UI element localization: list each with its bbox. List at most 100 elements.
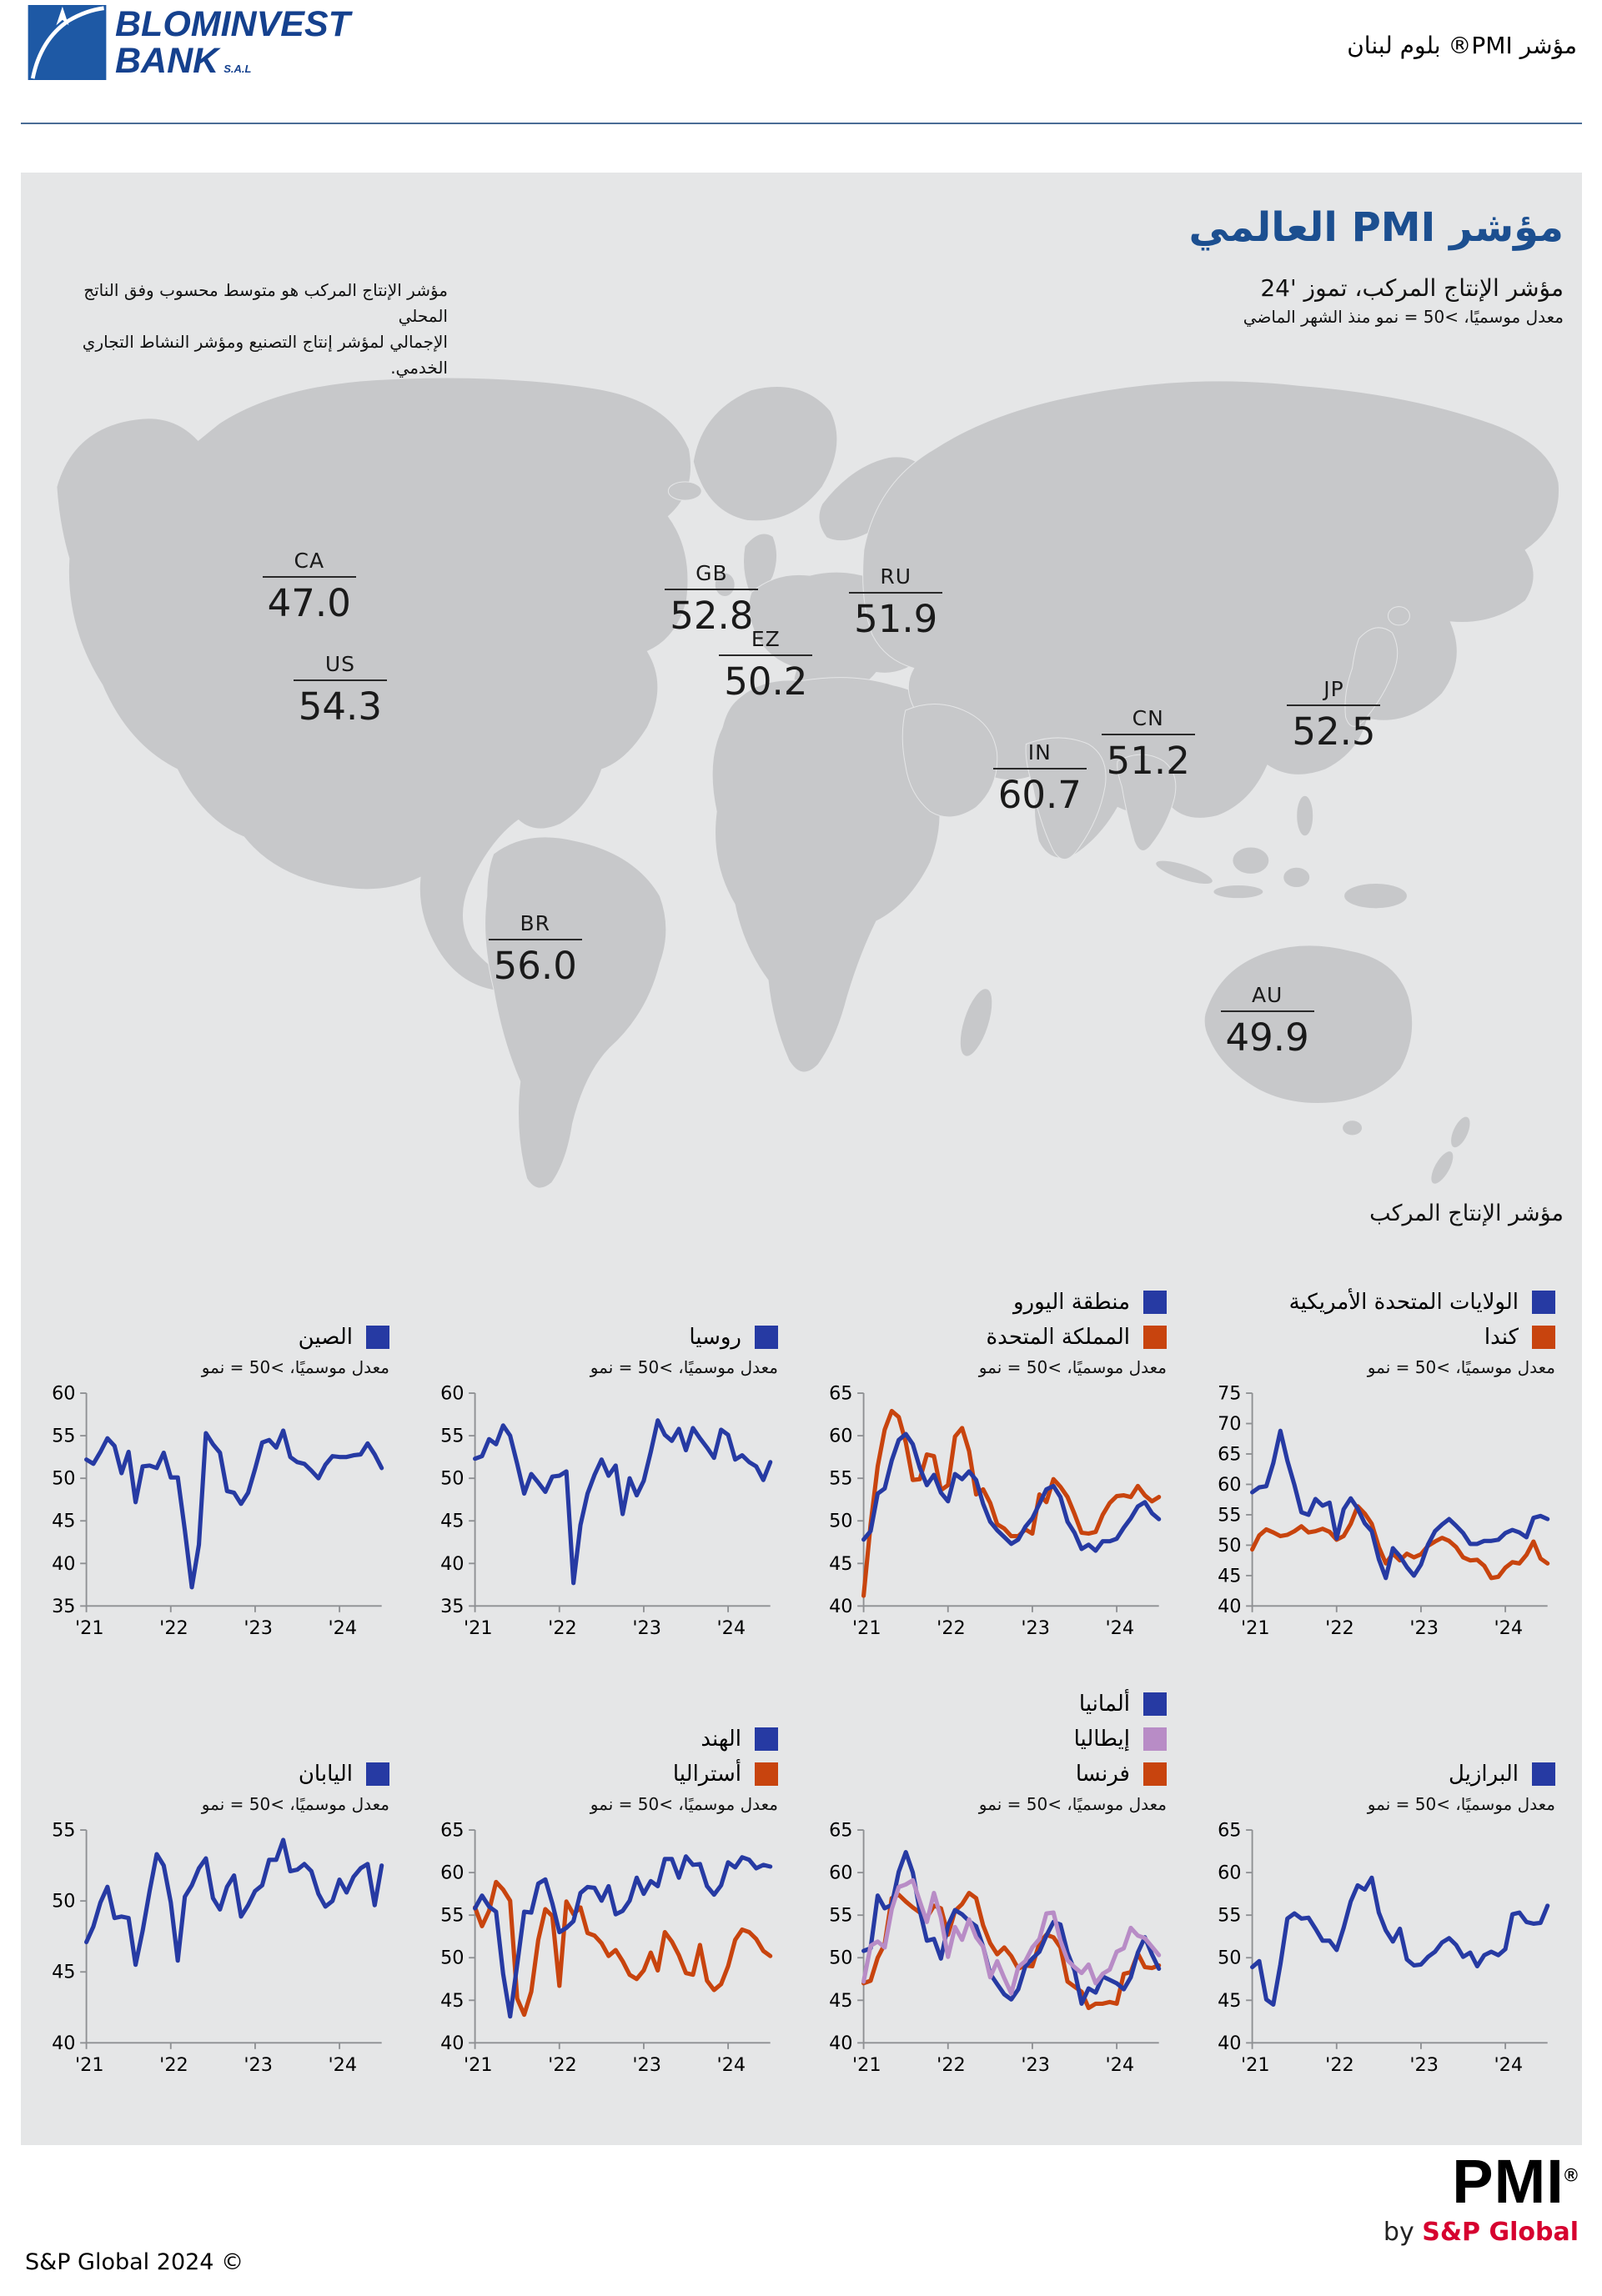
legend-label: كندا [1484, 1325, 1519, 1350]
svg-text:55: 55 [440, 1904, 464, 1926]
svg-text:'22: '22 [159, 2053, 188, 2075]
chart-germany-france-italy: ألمانيا إيطاليا فرنسا معدل موسميًا، >50 = ن… [825, 1679, 1167, 2075]
legend-label: ألمانيا [1078, 1691, 1130, 1717]
chart-india-australia: الهند أستراليا معدل موسميًا، >50 = نمو 40 45… [436, 1679, 778, 2075]
legend-swatch-icon [1532, 1762, 1555, 1786]
svg-text:55: 55 [440, 1426, 464, 1447]
legend-label: أستراليا [672, 1761, 741, 1787]
legend-swatch-icon [1143, 1291, 1167, 1314]
logo-line2: BANK [115, 40, 219, 81]
island-greenland [692, 385, 838, 522]
country-code: RU [849, 564, 943, 594]
svg-text:50: 50 [829, 1947, 852, 1968]
svg-text:40: 40 [52, 1553, 75, 1575]
island-borneo [1232, 846, 1270, 875]
svg-text:'23: '23 [1409, 1617, 1439, 1639]
svg-text:60: 60 [1218, 1862, 1241, 1883]
svg-text:40: 40 [1218, 1596, 1241, 1617]
map-label-br: BR 56.0 [488, 911, 582, 988]
country-code: EZ [719, 627, 813, 657]
region-southeast-asia [1117, 754, 1177, 851]
svg-text:'21: '21 [1241, 1617, 1270, 1639]
svg-text:'24: '24 [1106, 2053, 1135, 2075]
series-line [84, 1837, 384, 1967]
blominvest-logo: BLOMINVEST BANK S.A.L [28, 5, 350, 80]
svg-text:'23: '23 [1021, 2053, 1050, 2075]
legend-item: إيطاليا [996, 1727, 1167, 1752]
island-hokkaido [1387, 606, 1410, 626]
svg-text:'22: '22 [1325, 1617, 1354, 1639]
blominvest-logo-icon [28, 5, 107, 80]
pmi-value: 47.0 [267, 581, 351, 626]
series-line [861, 1431, 1162, 1553]
legend-swatch-icon [755, 1762, 778, 1786]
svg-text:60: 60 [1218, 1474, 1241, 1496]
legend-label: البرازيل [1448, 1761, 1519, 1787]
legend-item: كندا [1484, 1325, 1555, 1350]
legend-item: ألمانيا [996, 1692, 1167, 1717]
series-line [1250, 1504, 1550, 1581]
legend-russia: روسيا معدل موسميًا، >50 = نمو [436, 1242, 778, 1382]
map-label-ru: RU 51.9 [849, 564, 943, 641]
island-japan [1344, 627, 1399, 727]
page-title: مؤشر PMI العالمي [1188, 204, 1564, 251]
line-plot-japan: 40 45 50 55 '21 '22 '23 '24 [52, 1819, 384, 2075]
legend-note: معدل موسميًا، >50 = نمو [201, 1793, 389, 1814]
svg-text:50: 50 [52, 1890, 75, 1912]
svg-text:55: 55 [52, 1819, 75, 1841]
svg-text:'22: '22 [548, 2053, 577, 2075]
legend-item: الهند [701, 1727, 778, 1752]
pmi-value: 56.0 [493, 943, 577, 988]
pmi-value: 49.9 [1225, 1015, 1309, 1060]
svg-text:65: 65 [1218, 1443, 1241, 1465]
svg-text:40: 40 [829, 1596, 852, 1617]
svg-text:'23: '23 [244, 2053, 273, 2075]
legend-item: الولايات المتحدة الأمريكية [1289, 1290, 1555, 1315]
svg-text:55: 55 [52, 1426, 75, 1447]
svg-text:35: 35 [440, 1596, 464, 1617]
svg-text:'22: '22 [1325, 2053, 1354, 2075]
charts-grid: الولايات المتحدة الأمريكية كندا معدل موسمي… [48, 1242, 1555, 2075]
legend-swatch-icon [1143, 1727, 1167, 1751]
logo-suffix: S.A.L [223, 62, 252, 75]
continent-north-america [56, 377, 691, 991]
country-code: JP [1287, 677, 1381, 707]
chart-us-canada: الولايات المتحدة الأمريكية كندا معدل موسمي… [1213, 1242, 1555, 1639]
methodology-line1: مؤشر الإنتاج المركب هو متوسط محسوب وفق ا… [83, 280, 448, 326]
series-line [861, 1849, 1162, 2006]
line-plot-russia: 35 40 45 50 55 60 '21 '22 '23 '24 [440, 1383, 773, 1639]
legend-swatch-icon [755, 1326, 778, 1349]
legend-swatch-icon [1143, 1326, 1167, 1349]
legend-swatch-icon [366, 1762, 389, 1786]
svg-text:'24: '24 [329, 2053, 358, 2075]
svg-text:'22: '22 [937, 1617, 966, 1639]
legend-list: البرازيل [1213, 1762, 1555, 1787]
country-code: CN [1101, 706, 1195, 736]
series-line [861, 1408, 1162, 1598]
svg-text:'23: '23 [632, 2053, 661, 2075]
svg-text:60: 60 [440, 1383, 464, 1405]
series-line [84, 1428, 384, 1590]
legend-india-australia: الهند أستراليا معدل موسميًا، >50 = نمو [436, 1679, 778, 1819]
svg-text:45: 45 [829, 1553, 852, 1575]
legend-eurozone-uk: منطقة اليورو المملكة المتحدة معدل موسميًا،… [825, 1242, 1167, 1382]
line-plot-us-canada: 40 45 50 55 60 65 70 75 '21 '22 '23 '24 [1218, 1383, 1550, 1639]
map-label-in: IN 60.7 [992, 740, 1087, 817]
country-code: GB [665, 561, 759, 590]
copyright: S&P Global 2024 © [25, 2249, 244, 2275]
chart-eurozone-uk: منطقة اليورو المملكة المتحدة معدل موسميًا،… [825, 1242, 1167, 1639]
legend-list: الولايات المتحدة الأمريكية كندا [1213, 1290, 1555, 1350]
svg-text:60: 60 [52, 1383, 75, 1405]
country-code: US [293, 652, 387, 682]
svg-text:'21: '21 [75, 2053, 104, 2075]
sp-global-brand: S&P Global [1422, 2218, 1579, 2247]
chart-china: الصين معدل موسميًا، >50 = نمو 35 40 45 50 55 60… [48, 1242, 389, 1639]
region-arabia [901, 704, 998, 818]
svg-text:'24: '24 [1106, 1617, 1135, 1639]
legend-label: الهند [701, 1726, 741, 1752]
svg-text:50: 50 [1218, 1535, 1241, 1557]
svg-text:'24: '24 [1494, 1617, 1524, 1639]
legend-item: البرازيل [1449, 1762, 1555, 1787]
svg-text:40: 40 [440, 1553, 464, 1575]
